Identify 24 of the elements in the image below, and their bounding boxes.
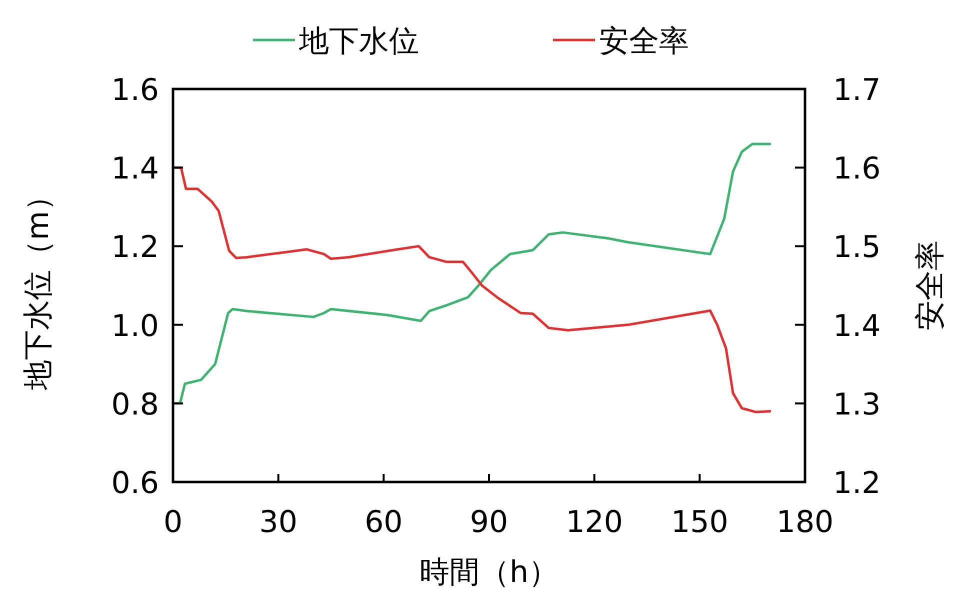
y2-axis-title: 安全率: [913, 240, 948, 330]
x-tick-label: 30: [259, 505, 298, 540]
y-tick-label: 0.8: [111, 387, 159, 422]
x-tick-label: 180: [776, 505, 834, 540]
y2-tick-label: 1.3: [833, 387, 881, 422]
x-axis-title: 時間（h）: [419, 555, 559, 590]
x-tick-label: 90: [470, 505, 508, 540]
y-tick-label: 1.0: [111, 308, 159, 344]
y2-tick-label: 1.7: [833, 73, 881, 108]
y2-tick-label: 1.6: [833, 152, 881, 187]
y-tick-label: 1.4: [111, 152, 159, 187]
x-tick-label: 60: [364, 505, 403, 540]
x-tick-label: 150: [671, 505, 728, 540]
y-tick-label: 0.6: [111, 466, 159, 501]
y-tick-label: 1.6: [111, 73, 159, 108]
x-tick-label: 120: [566, 505, 623, 540]
y2-tick-label: 1.5: [833, 230, 881, 266]
y2-tick-label: 1.4: [833, 308, 881, 344]
legend-label: 安全率: [599, 24, 689, 59]
y-tick-label: 1.2: [111, 230, 159, 266]
y-axis-title: 地下水位（m）: [21, 180, 56, 392]
x-tick-label: 0: [163, 505, 183, 540]
legend-label: 地下水位: [298, 24, 419, 59]
y2-tick-label: 1.2: [833, 466, 881, 501]
